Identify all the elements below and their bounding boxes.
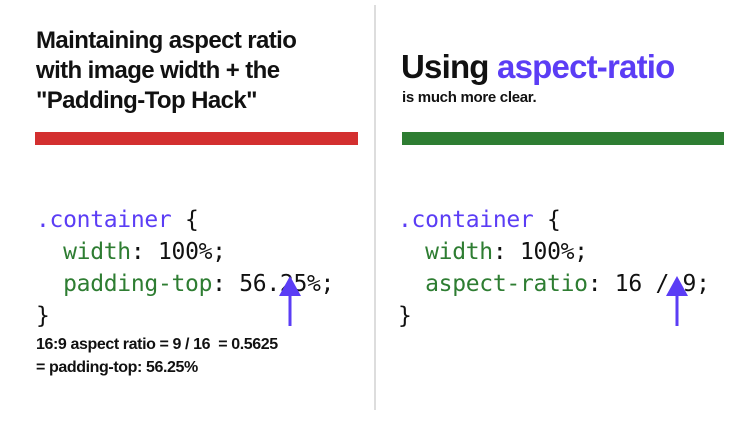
column-divider — [374, 5, 376, 410]
left-title-line: Maintaining aspect ratio — [36, 27, 297, 54]
right-green-bar — [402, 132, 724, 145]
code-brace: } — [36, 303, 50, 329]
code-property: width — [425, 239, 493, 265]
code-property: width — [63, 239, 131, 265]
note-line: = padding-top: 56.25% — [36, 359, 198, 376]
code-brace: { — [171, 207, 199, 233]
code-property: aspect-ratio — [425, 271, 588, 297]
right-title-prefix: Using — [401, 48, 498, 85]
code-value: 100%; — [157, 239, 226, 265]
left-code-block: .container { width: 100%; padding-top: 5… — [36, 172, 334, 364]
left-title-line: "Padding-Top Hack" — [36, 87, 257, 114]
right-subtitle: is much more clear. — [402, 89, 537, 106]
code-brace: { — [533, 207, 561, 233]
note-line: 16:9 aspect ratio = 9 / 16 = 0.5625 — [36, 336, 278, 353]
right-title: Using aspect-ratio — [401, 48, 675, 86]
code-property: padding-top — [63, 271, 213, 297]
code-value: 16 / 9; — [614, 271, 710, 297]
left-red-bar — [35, 132, 358, 145]
code-value: 100%; — [519, 239, 588, 265]
left-title: Maintaining aspect ratio with image widt… — [36, 26, 297, 116]
left-arrow-up-icon — [279, 276, 301, 326]
left-note: 16:9 aspect ratio = 9 / 16 = 0.5625 = pa… — [36, 333, 278, 379]
code-brace: } — [398, 303, 412, 329]
code-selector: .container — [36, 207, 172, 233]
right-title-highlight: aspect-ratio — [497, 48, 675, 85]
left-title-line: with image width + the — [36, 57, 280, 84]
code-selector: .container — [398, 207, 534, 233]
right-arrow-up-icon — [666, 276, 688, 326]
right-code-block: .container { width: 100%; aspect-ratio: … — [398, 172, 710, 364]
